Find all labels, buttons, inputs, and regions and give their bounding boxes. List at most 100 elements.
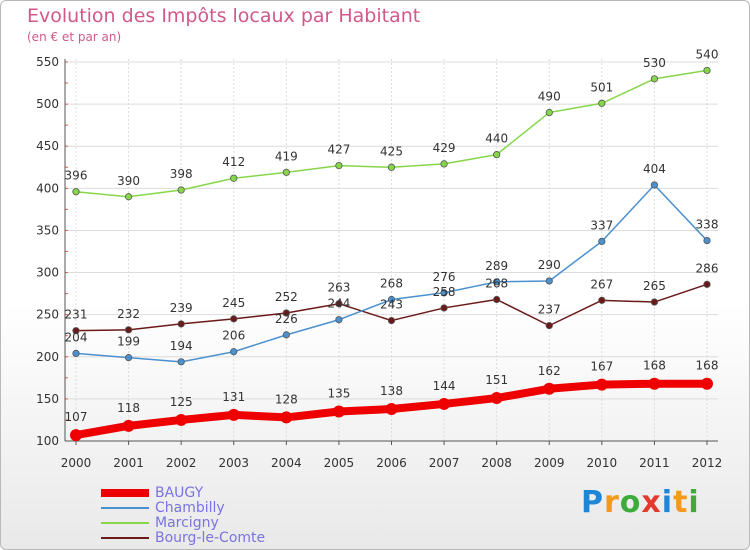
data-label: 107 bbox=[65, 410, 88, 424]
proxiti-logo[interactable]: Proxiti bbox=[581, 485, 700, 520]
data-point bbox=[545, 322, 553, 330]
logo-letter: t bbox=[673, 485, 689, 520]
data-label: 237 bbox=[538, 303, 561, 317]
data-point bbox=[124, 354, 133, 362]
data-label: 398 bbox=[170, 167, 193, 181]
data-point bbox=[493, 151, 501, 159]
y-tick-label: 400 bbox=[36, 181, 59, 195]
chart-subtitle: (en € et par an) bbox=[27, 30, 122, 44]
data-point bbox=[387, 163, 396, 171]
y-tick-label: 200 bbox=[36, 350, 59, 364]
legend-item-baugy[interactable]: BAUGY bbox=[101, 485, 361, 501]
grid-layer bbox=[65, 59, 718, 441]
data-point bbox=[177, 358, 185, 366]
data-label: 490 bbox=[538, 90, 561, 104]
data-label: 258 bbox=[433, 285, 456, 299]
data-label: 206 bbox=[222, 329, 245, 343]
data-label: 419 bbox=[275, 149, 298, 163]
y-tick-label: 100 bbox=[36, 434, 59, 448]
data-label: 151 bbox=[485, 373, 508, 387]
data-point bbox=[280, 411, 293, 424]
data-point bbox=[701, 377, 713, 390]
x-tick-label: 2009 bbox=[534, 456, 565, 470]
data-point bbox=[493, 278, 501, 286]
legend-item-chambilly[interactable]: Chambilly bbox=[101, 500, 361, 516]
data-label: 530 bbox=[643, 56, 666, 70]
data-point bbox=[545, 108, 553, 117]
data-label: 118 bbox=[117, 401, 140, 415]
data-label: 396 bbox=[65, 169, 88, 183]
legend-item-marcigny[interactable]: Marcigny bbox=[101, 515, 361, 531]
data-label: 243 bbox=[380, 298, 403, 312]
x-tick-label: 2000 bbox=[61, 456, 92, 470]
data-label: 135 bbox=[327, 387, 350, 401]
x-tick-label: 2004 bbox=[271, 456, 302, 470]
data-label: 244 bbox=[327, 297, 350, 311]
data-point bbox=[440, 289, 448, 297]
logo-letter: P bbox=[581, 485, 604, 520]
chart-title: Evolution des Impôts locaux par Habitant bbox=[27, 5, 421, 27]
data-label: 268 bbox=[380, 277, 403, 291]
data-point bbox=[282, 168, 290, 176]
data-label: 429 bbox=[433, 141, 456, 155]
data-label: 245 bbox=[222, 296, 245, 310]
data-label: 194 bbox=[170, 339, 193, 353]
data-label: 540 bbox=[696, 47, 719, 61]
data-label: 232 bbox=[117, 307, 140, 321]
data-point bbox=[387, 316, 396, 325]
data-label: 390 bbox=[117, 174, 140, 188]
x-tick-label: 2012 bbox=[692, 456, 723, 470]
data-label: 338 bbox=[696, 218, 719, 232]
y-tick-label: 150 bbox=[36, 392, 59, 406]
data-point bbox=[595, 378, 608, 391]
legend-label: Chambilly bbox=[155, 500, 225, 516]
data-point bbox=[385, 402, 398, 415]
data-point bbox=[72, 327, 80, 335]
legend-swatch bbox=[101, 537, 149, 539]
data-label: 168 bbox=[643, 359, 666, 373]
x-tick-label: 2005 bbox=[324, 456, 355, 470]
legend-swatch bbox=[101, 507, 149, 509]
data-point bbox=[230, 174, 238, 182]
data-point bbox=[598, 237, 606, 245]
data-point bbox=[175, 413, 188, 426]
logo-letter: i bbox=[688, 485, 700, 520]
data-point bbox=[493, 295, 501, 304]
data-label: 412 bbox=[222, 155, 245, 169]
legend-item-bourg-le-comte[interactable]: Bourg-le-Comte bbox=[101, 530, 361, 546]
x-tick-label: 2010 bbox=[587, 456, 618, 470]
legend-label: BAUGY bbox=[155, 485, 204, 501]
data-point bbox=[230, 315, 238, 323]
legend-label: Marcigny bbox=[155, 515, 219, 531]
data-point bbox=[440, 160, 448, 168]
data-point bbox=[440, 304, 448, 312]
data-point bbox=[335, 161, 343, 170]
data-point bbox=[124, 326, 133, 334]
data-point bbox=[598, 296, 606, 304]
data-point bbox=[438, 397, 451, 410]
data-label: 199 bbox=[117, 335, 140, 349]
x-tick-label: 2011 bbox=[639, 456, 670, 470]
legend-swatch bbox=[101, 489, 149, 497]
logo-letter: i bbox=[661, 485, 674, 520]
data-label: 286 bbox=[696, 261, 719, 275]
data-point bbox=[703, 236, 711, 245]
data-point bbox=[124, 193, 133, 201]
data-label: 231 bbox=[65, 308, 88, 322]
data-label: 268 bbox=[485, 277, 508, 291]
data-point bbox=[70, 429, 82, 442]
series-layer bbox=[70, 66, 713, 442]
data-label: 128 bbox=[275, 392, 298, 406]
y-tick-label: 500 bbox=[36, 97, 59, 111]
data-point bbox=[177, 186, 185, 194]
data-point bbox=[72, 349, 80, 358]
data-label: 226 bbox=[275, 312, 298, 326]
data-point bbox=[122, 419, 135, 432]
data-label: 204 bbox=[65, 330, 88, 344]
data-point bbox=[335, 316, 343, 324]
x-tick-label: 2002 bbox=[166, 456, 197, 470]
y-tick-label: 250 bbox=[36, 308, 59, 322]
data-point bbox=[703, 280, 711, 288]
